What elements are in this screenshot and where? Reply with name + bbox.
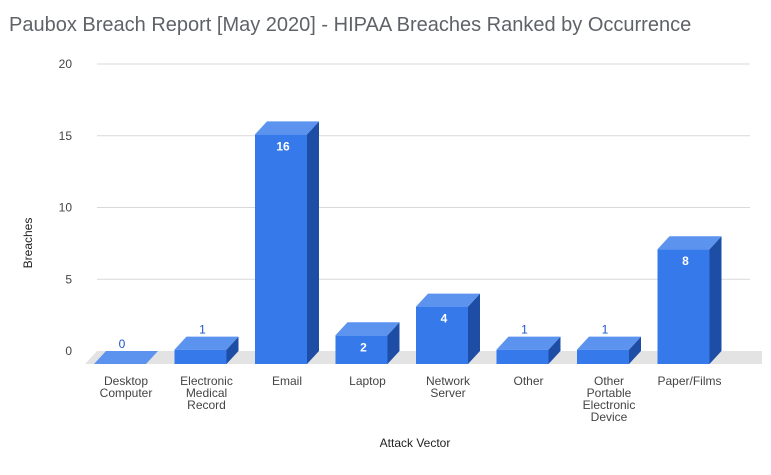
bar-front <box>255 134 307 364</box>
x-tick-label: Network Server <box>426 374 471 400</box>
bar-front <box>335 335 388 364</box>
x-tick-label: Other <box>513 374 543 388</box>
x-tick-label: Desktop Computer <box>100 374 153 400</box>
x-tick-label-line: Device <box>591 410 628 424</box>
x-tick-label: Electronic Medical Record <box>180 374 233 412</box>
x-tick-label: Laptop <box>349 374 386 388</box>
x-tick-label-line: Network <box>426 374 471 388</box>
bar-top <box>174 336 239 350</box>
bar-side <box>226 336 239 364</box>
x-axis-title: Attack Vector <box>380 436 451 450</box>
bar-front <box>416 306 468 364</box>
x-tick-label-line: Email <box>272 374 302 388</box>
bar-top <box>657 236 722 250</box>
chart-title: Paubox Breach Report [May 2020] - HIPAA … <box>9 14 692 36</box>
y-axis-title: Breaches <box>21 218 35 269</box>
data-label: 16 <box>276 139 290 153</box>
x-tick-label-line: Other <box>513 374 543 388</box>
bar-top <box>496 336 561 350</box>
x-tick-label: Email <box>272 374 302 388</box>
data-label: 0 <box>119 337 126 351</box>
bars <box>94 121 722 365</box>
bar-top <box>577 336 641 350</box>
y-tick-label: 10 <box>59 201 73 215</box>
data-label: 4 <box>441 312 448 326</box>
x-tick-label: Paper/Films <box>657 374 721 388</box>
bar-top <box>255 121 319 135</box>
y-tick-label: 20 <box>59 57 73 71</box>
bar-top <box>416 293 480 307</box>
bar-top <box>335 322 400 336</box>
data-label: 1 <box>521 323 528 337</box>
bar-side <box>468 293 480 364</box>
x-tick-label-line: Record <box>187 398 226 412</box>
gridlines <box>97 63 750 280</box>
bar-front <box>496 349 549 364</box>
x-tick-label-line: Medical <box>186 386 227 400</box>
x-tick-label-line: Computer <box>100 386 153 400</box>
x-tick-label-line: Electronic <box>583 398 636 412</box>
data-label: 1 <box>199 323 206 337</box>
x-tick-label-line: Portable <box>587 386 632 400</box>
data-label: 8 <box>682 254 689 268</box>
data-label: 2 <box>360 340 367 354</box>
bar-front <box>174 349 227 364</box>
bar-side <box>709 236 722 364</box>
x-tick-label: Other Portable Electronic Device <box>583 374 636 424</box>
bar-side <box>387 322 400 364</box>
bar-side <box>629 336 641 364</box>
bar-top <box>94 351 158 364</box>
x-tick-label-line: Server <box>430 386 465 400</box>
y-tick-label: 5 <box>65 272 72 286</box>
x-tick-label-line: Desktop <box>104 374 148 388</box>
x-tick-label-line: Other <box>594 374 624 388</box>
y-tick-label: 0 <box>65 344 72 358</box>
bar-front <box>577 349 629 364</box>
y-tick-label: 15 <box>59 129 73 143</box>
x-tick-label-line: Electronic <box>180 374 233 388</box>
data-label: 1 <box>602 323 609 337</box>
bar-front <box>657 249 710 364</box>
bar-side <box>307 121 319 365</box>
x-tick-label-line: Laptop <box>349 374 386 388</box>
x-tick-label-line: Paper/Films <box>657 374 721 388</box>
bar-side <box>548 336 561 364</box>
